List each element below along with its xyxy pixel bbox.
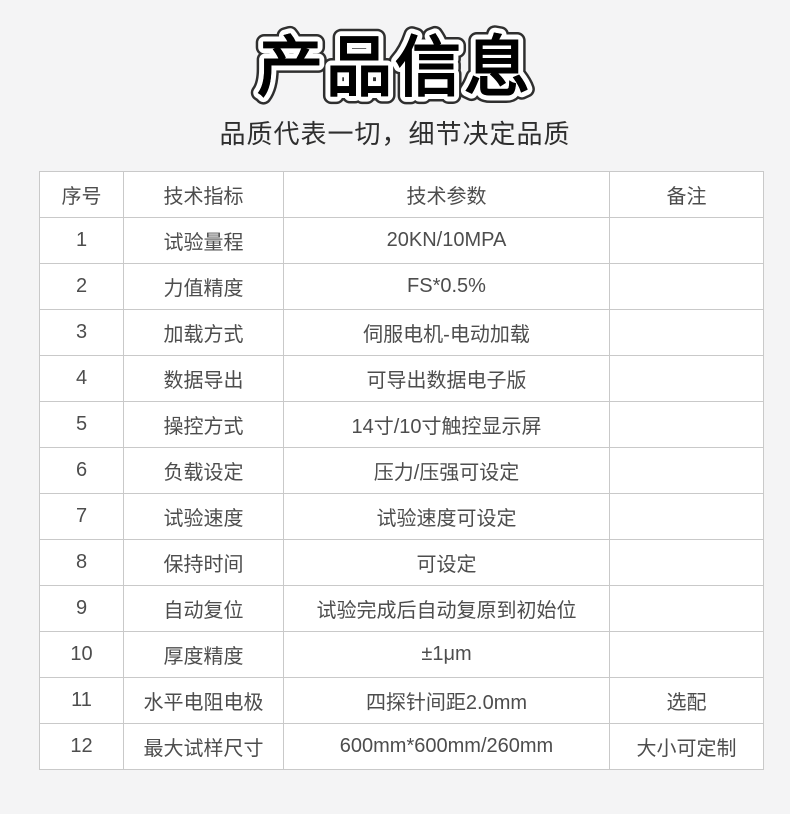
cell-no: 6 [39, 447, 124, 494]
cell-indicator: 负载设定 [123, 447, 284, 494]
cell-parameter: FS*0.5% [283, 263, 610, 310]
cell-remark [609, 585, 764, 632]
cell-remark [609, 631, 764, 678]
cell-parameter: 试验速度可设定 [283, 493, 610, 540]
column-header-parameter: 技术参数 [283, 171, 610, 218]
table-row: 6 负载设定 压力/压强可设定 [39, 447, 764, 494]
cell-no: 12 [39, 723, 124, 770]
cell-remark [609, 447, 764, 494]
cell-no: 10 [39, 631, 124, 678]
cell-no: 5 [39, 401, 124, 448]
table-row: 9 自动复位 试验完成后自动复原到初始位 [39, 585, 764, 632]
cell-indicator: 数据导出 [123, 355, 284, 402]
table-header-row: 序号 技术指标 技术参数 备注 [39, 171, 764, 218]
cell-remark [609, 263, 764, 310]
page-title-text: 产品信息 [257, 30, 533, 104]
cell-remark: 大小可定制 [609, 723, 764, 770]
cell-indicator: 操控方式 [123, 401, 284, 448]
cell-indicator: 加载方式 [123, 309, 284, 356]
table-row: 1 试验量程 20KN/10MPA [39, 217, 764, 264]
page-title-white-stroke: 产品信息 [257, 30, 533, 104]
cell-no: 4 [39, 355, 124, 402]
cell-parameter: 试验完成后自动复原到初始位 [283, 585, 610, 632]
page-subtitle: 品质代表一切，细节决定品质 [219, 119, 571, 149]
cell-remark [609, 309, 764, 356]
cell-parameter: 压力/压强可设定 [283, 447, 610, 494]
column-header-remark: 备注 [609, 171, 764, 218]
table-row: 11 水平电阻电极 四探针间距2.0mm 选配 [39, 677, 764, 724]
cell-remark [609, 539, 764, 586]
cell-no: 11 [39, 677, 124, 724]
column-header-indicator: 技术指标 [123, 171, 284, 218]
cell-parameter: 伺服电机-电动加载 [283, 309, 610, 356]
cell-no: 3 [39, 309, 124, 356]
cell-no: 2 [39, 263, 124, 310]
title-block: 产品信息 产品信息 产品信息 品质代表一切，细节决定品质 [0, 0, 790, 151]
table-row: 10 厚度精度 ±1μm [39, 631, 764, 678]
column-header-no: 序号 [39, 171, 124, 218]
table-row: 8 保持时间 可设定 [39, 539, 764, 586]
cell-parameter: ±1μm [283, 631, 610, 678]
cell-no: 8 [39, 539, 124, 586]
table-row: 3 加载方式 伺服电机-电动加载 [39, 309, 764, 356]
cell-indicator: 保持时间 [123, 539, 284, 586]
table-row: 5 操控方式 14寸/10寸触控显示屏 [39, 401, 764, 448]
cell-remark [609, 401, 764, 448]
cell-indicator: 自动复位 [123, 585, 284, 632]
product-spec-table: 序号 技术指标 技术参数 备注 1 试验量程 20KN/10MPA 2 力值精度… [39, 171, 764, 770]
cell-indicator: 力值精度 [123, 263, 284, 310]
table-row: 12 最大试样尺寸 600mm*600mm/260mm 大小可定制 [39, 723, 764, 770]
cell-indicator: 水平电阻电极 [123, 677, 284, 724]
cell-parameter: 600mm*600mm/260mm [283, 723, 610, 770]
product-spec-table-wrap: 序号 技术指标 技术参数 备注 1 试验量程 20KN/10MPA 2 力值精度… [39, 171, 764, 770]
cell-parameter: 20KN/10MPA [283, 217, 610, 264]
table-row: 4 数据导出 可导出数据电子版 [39, 355, 764, 402]
cell-parameter: 可设定 [283, 539, 610, 586]
cell-parameter: 14寸/10寸触控显示屏 [283, 401, 610, 448]
cell-indicator: 厚度精度 [123, 631, 284, 678]
cell-parameter: 可导出数据电子版 [283, 355, 610, 402]
cell-no: 7 [39, 493, 124, 540]
cell-indicator: 试验量程 [123, 217, 284, 264]
cell-no: 9 [39, 585, 124, 632]
page-title-outer-stroke: 产品信息 [257, 30, 533, 104]
cell-remark: 选配 [609, 677, 764, 724]
cell-remark [609, 217, 764, 264]
cell-indicator: 试验速度 [123, 493, 284, 540]
cell-parameter: 四探针间距2.0mm [283, 677, 610, 724]
cell-indicator: 最大试样尺寸 [123, 723, 284, 770]
cell-remark [609, 355, 764, 402]
table-row: 2 力值精度 FS*0.5% [39, 263, 764, 310]
page-title: 产品信息 产品信息 产品信息 [250, 23, 538, 112]
cell-no: 1 [39, 217, 124, 264]
cell-remark [609, 493, 764, 540]
table-row: 7 试验速度 试验速度可设定 [39, 493, 764, 540]
